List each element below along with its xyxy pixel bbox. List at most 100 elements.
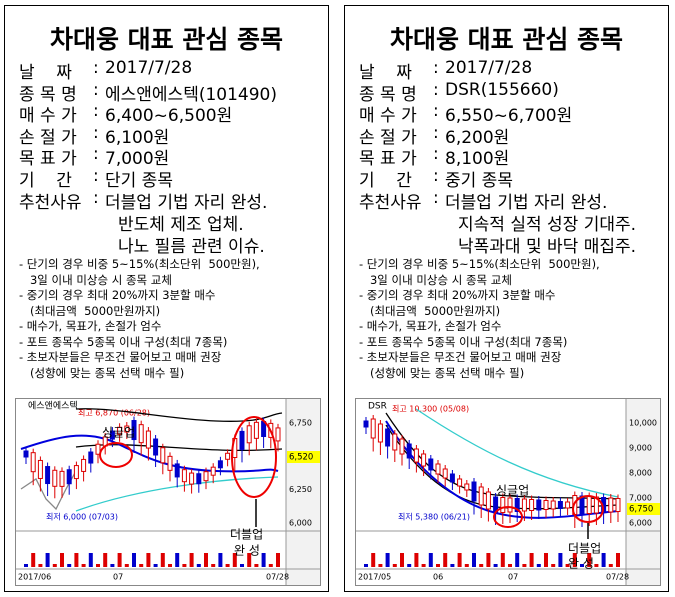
candle: [131, 420, 137, 441]
field-value: 6,200원: [445, 127, 510, 148]
candle: [507, 497, 513, 513]
field-value: 에스앤에스텍(101490): [105, 84, 277, 105]
ma-line: [75, 408, 283, 422]
y-tick-label: 6,250: [289, 485, 312, 494]
price-box: [287, 451, 320, 463]
price-label: 6,520: [289, 453, 313, 463]
y-tick-label: 10,000: [629, 419, 657, 428]
field-label: 매 수 가: [19, 106, 77, 126]
annotation: 완 성: [568, 557, 594, 571]
candle: [196, 473, 202, 485]
candle: [449, 473, 455, 483]
candle: [392, 433, 398, 451]
volume-bar: [522, 564, 527, 567]
candle: [153, 438, 159, 456]
candle: [370, 418, 376, 439]
reason: 더블업 기법 자리 완성.: [445, 193, 608, 213]
x-tick-label: 2017/05: [358, 573, 391, 582]
field-label: 종 목 명: [19, 84, 77, 105]
volume-bar: [558, 553, 563, 567]
reason-label: 추천사유: [19, 193, 82, 213]
candle: [203, 471, 209, 482]
field-label: 목 표 가: [359, 149, 417, 169]
note-line: (최대금액 5000만원까지): [359, 303, 501, 318]
field-label: 손 절 가: [19, 127, 77, 148]
field-label: 목 표 가: [19, 149, 77, 169]
candle: [377, 423, 383, 443]
volume-bar: [81, 564, 86, 567]
y-tick-label: 6,000: [289, 519, 312, 528]
candle: [167, 455, 173, 471]
field-separator: :: [93, 101, 99, 121]
note-line: - 포트 종목수 5종목 이내 구성(최대 7종목): [359, 334, 568, 349]
candle: [37, 459, 43, 479]
volume-bar: [103, 553, 108, 567]
field-value: 2017/7/28: [105, 58, 193, 78]
note-line: - 초보자분들은 무조건 물어보고 매매 권장: [19, 350, 222, 364]
annotation: 완 성: [234, 544, 260, 558]
candle: [385, 428, 391, 447]
axis-strip: [626, 399, 660, 585]
volume-bar: [364, 564, 368, 567]
volume-bar: [38, 564, 43, 567]
candle: [428, 458, 434, 471]
axis-strip: [286, 399, 320, 585]
volume-bar: [486, 553, 491, 567]
field-label: 날 짜: [19, 63, 72, 83]
volume-bar: [608, 564, 613, 567]
field-separator: :: [93, 165, 99, 186]
field-separator: :: [433, 165, 439, 186]
candle: [485, 491, 491, 510]
candle: [593, 496, 599, 514]
x-tick-label: 07/28: [606, 573, 629, 582]
volume-bar: [88, 553, 93, 567]
field-separator: :: [433, 122, 439, 143]
highlight-ring: [493, 506, 523, 528]
field-separator: :: [93, 58, 99, 78]
volume-bar: [436, 564, 440, 567]
volume-bar: [24, 564, 28, 567]
field-separator: :: [433, 101, 439, 121]
volume-bar: [96, 564, 100, 567]
note-line: - 초보자분들은 무조건 물어보고 매매 권장: [359, 350, 562, 364]
candle: [225, 452, 231, 460]
note-line: (최대금액 5000만원까지): [19, 303, 161, 318]
y-tick-label: 6,000: [629, 519, 652, 528]
volume-bar: [414, 553, 419, 567]
volume-bar: [189, 553, 194, 567]
volume-bar: [536, 564, 541, 567]
volume-bar: [45, 553, 50, 567]
field-separator: :: [93, 79, 99, 100]
reason: 더블업 기법 자리 완성.: [105, 193, 268, 213]
candle: [399, 438, 405, 455]
candle: [536, 499, 542, 511]
ma-line: [415, 408, 619, 498]
x-tick-label: 06: [433, 573, 443, 582]
reason: 낙폭과대 및 바닥 매집주.: [458, 237, 637, 257]
candle: [615, 498, 621, 512]
volume-bar: [139, 564, 144, 567]
volume-bar: [60, 553, 64, 567]
x-tick-label: 07: [508, 573, 518, 582]
highlight-ring: [99, 442, 133, 468]
volume-bar: [225, 564, 230, 567]
volume-bar: [464, 564, 469, 567]
candle: [30, 452, 36, 473]
high-label: 최고 6,870 (06/28): [78, 408, 150, 418]
volume-bar: [31, 553, 36, 567]
volume-bar: [515, 553, 520, 567]
volume-bar: [74, 553, 79, 567]
annotation: 싱글업: [496, 484, 529, 498]
card: 차대웅 대표 관심 종목 날 짜:2017/7/28 종 목 명: DSR(15566…: [344, 5, 669, 592]
candle: [464, 483, 470, 491]
volume-bar: [153, 564, 158, 567]
field-label: 손 절 가: [359, 127, 417, 148]
volume-bar: [508, 564, 512, 567]
low-label: 최저 5,380 (06/21): [398, 512, 470, 522]
volume-bar: [472, 553, 476, 567]
field-value: 중기 종목: [445, 170, 513, 191]
candle: [88, 451, 94, 464]
field-separator: :: [93, 188, 99, 208]
candle: [413, 448, 419, 463]
reason-label: 추천사유: [359, 193, 422, 213]
